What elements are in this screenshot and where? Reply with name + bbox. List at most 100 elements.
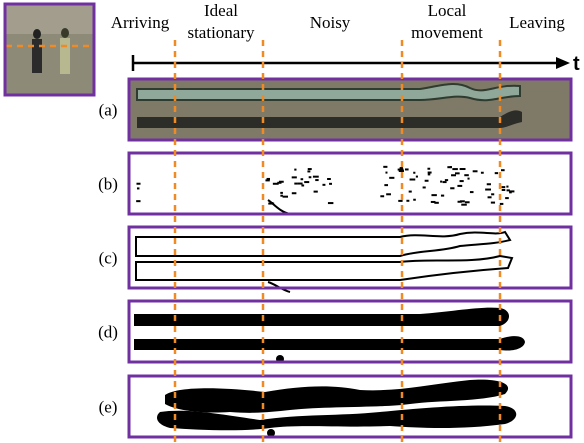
noise-dot [322,183,326,186]
noise-dot [291,192,297,195]
noise-dot [384,184,389,187]
noise-blob [267,429,275,437]
blob-bottom [157,405,517,431]
noise-dot [461,203,467,206]
noise-dot [313,190,318,193]
noise-dot [452,168,458,171]
noise-dot [501,186,506,189]
noise-dot [480,171,484,174]
thumbnail [3,2,96,97]
thumbnail-frame [3,2,96,97]
noise-dot [491,193,495,196]
panel-frame [127,151,573,216]
noise-dot [266,177,270,180]
noise-dot [327,202,334,205]
noise-dot [451,174,456,177]
noise-dot [327,177,331,180]
noise-dot [399,167,403,170]
noise-dot [472,170,478,173]
noise-dot [447,166,452,169]
noise-dot [413,198,416,201]
panel-label: (e) [99,398,118,417]
panel-b-image [136,165,515,215]
noise-dot [300,178,304,181]
blob-top [165,379,509,413]
axis-arrow [556,57,570,69]
noise-dot [487,196,492,199]
panel-label: (a) [99,101,118,120]
panel-frame [127,299,573,364]
noise-dot [459,168,466,171]
noise-dot [307,168,312,171]
noise-dot [494,172,499,175]
panel-d-image [134,307,525,363]
panel-frame [127,225,573,290]
contour-top [135,230,512,257]
thumbnail-wall [5,4,94,34]
noise-dot [469,191,474,194]
contour-bottom [135,254,514,281]
phase-label: Arriving [111,13,170,32]
noise-dot [280,191,283,194]
phase-label: Noisy [310,13,351,32]
noise-dot [459,200,465,203]
noise-dot [501,169,505,172]
noise-dot [277,181,282,184]
noise-dot [389,176,395,179]
person [61,28,69,38]
noise-dot [450,187,455,190]
panel-label: (c) [99,249,118,268]
noise-dot [444,179,449,182]
noise-dot [501,188,506,191]
noise-dot [427,171,432,174]
blob-top [134,307,509,326]
person [32,39,42,73]
noise-dot [413,171,416,174]
noise-dot [136,200,141,203]
noise-blob [267,199,291,215]
noise-dot [404,168,409,171]
panel-e-image [157,379,517,437]
noise-dot [427,173,431,176]
noise-dot [486,183,491,186]
noise-dot [509,191,512,194]
noise-dot [409,178,416,181]
axis-label: t [573,53,580,75]
noise-dot [415,175,418,178]
noise-dot [459,180,464,183]
noise-dot [136,187,140,190]
track-top [136,83,521,102]
noise-dot [408,190,412,193]
noise-dot [315,179,319,182]
phase-label: Local [428,1,467,20]
noise-dot [272,182,279,185]
noise-dot [434,201,439,204]
noise-dot [424,179,429,182]
noise-dot [397,168,404,171]
noise-dot [294,168,297,171]
noise-dot [467,177,470,180]
noise-dot [136,182,141,185]
noise-dot [499,202,504,205]
noise-dot [505,197,509,200]
noise-dot [265,179,270,182]
noise-dot [308,176,312,179]
noise-dot [442,181,447,184]
noise-dot [386,193,391,196]
noise-dot [464,201,470,204]
phase-label: stationary [187,23,255,42]
noise-dot [485,188,492,191]
panel-frame [127,77,573,142]
panel-label: (b) [98,175,118,194]
noise-dot [440,194,445,197]
person [60,38,70,74]
noise-dot [294,182,298,185]
phase-label: Ideal [204,1,238,20]
noise-dot [301,184,305,187]
noise-dot [506,189,510,192]
noise-dot [427,167,431,170]
noise-dot [430,200,436,203]
noise-dot [398,170,404,173]
noise-dot [304,181,310,184]
